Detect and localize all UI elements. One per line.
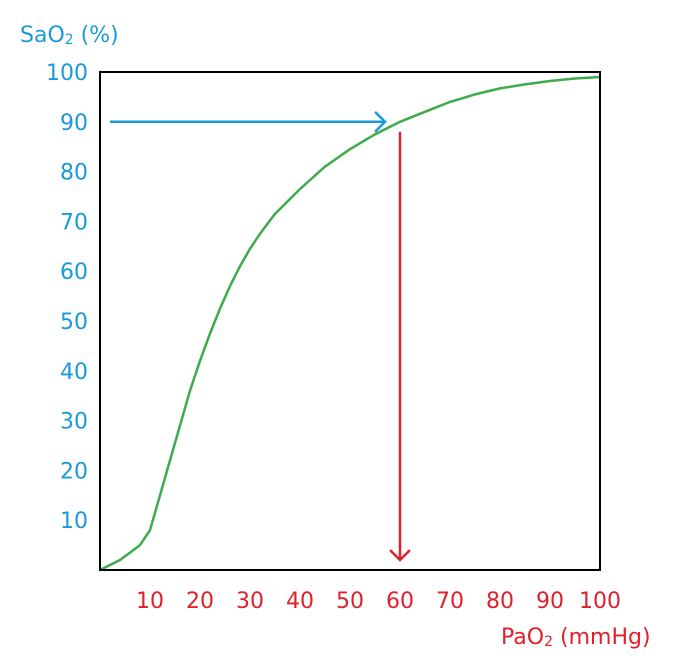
y-tick-label: 40 [60, 360, 88, 385]
x-tick-label: 10 [136, 589, 164, 614]
x-tick-label: 70 [436, 589, 464, 614]
x-axis-title-unit: (mmHg) [553, 625, 651, 650]
y-tick-label: 60 [60, 260, 88, 285]
y-tick-label: 10 [60, 509, 88, 534]
y-axis-title-sub: 2 [65, 32, 74, 48]
x-tick-label: 60 [386, 589, 414, 614]
y-tick-label: 20 [60, 459, 88, 484]
x-axis-title: PaO2 (mmHg) [501, 625, 651, 650]
x-tick-label: 20 [186, 589, 214, 614]
y-tick-label: 30 [60, 410, 88, 435]
x-tick-label: 50 [336, 589, 364, 614]
x-axis-title-main: PaO [501, 625, 544, 650]
x-tick-label: 30 [236, 589, 264, 614]
y-axis-title-unit: (%) [74, 23, 119, 48]
plot-frame [99, 71, 601, 571]
y-axis-title-main: SaO [20, 23, 65, 48]
x-tick-label: 100 [579, 589, 621, 614]
y-tick-label: 100 [46, 61, 88, 86]
annotation-arrow-head [389, 549, 411, 562]
x-tick-label: 40 [286, 589, 314, 614]
x-tick-label: 80 [486, 589, 514, 614]
series-line [99, 75, 601, 572]
y-axis-title: SaO2 (%) [20, 23, 119, 48]
y-tick-label: 80 [60, 161, 88, 186]
y-tick-labels: 10 20 30 40 50 60 70 80 90 100 [46, 61, 88, 534]
x-tick-labels: 10 20 30 40 50 60 70 80 90 100 [136, 589, 621, 614]
y-tick-label: 50 [60, 310, 88, 335]
x-tick-label: 90 [536, 589, 564, 614]
annotation-arrow-head [374, 111, 387, 133]
x-axis-title-sub: 2 [544, 634, 553, 650]
y-tick-label: 70 [60, 210, 88, 235]
plot-area [99, 75, 601, 572]
y-tick-label: 90 [60, 111, 88, 136]
